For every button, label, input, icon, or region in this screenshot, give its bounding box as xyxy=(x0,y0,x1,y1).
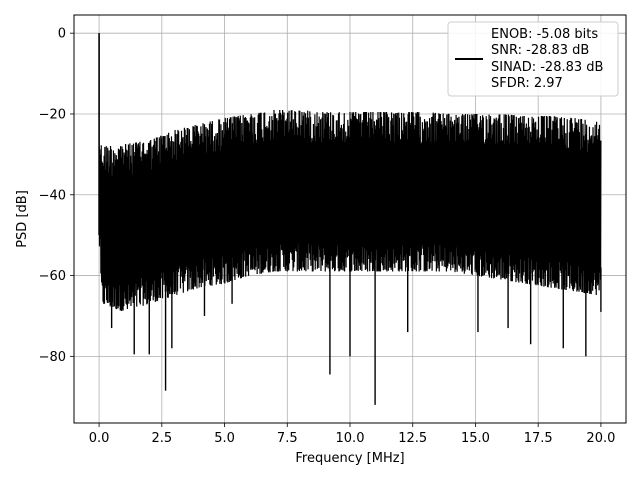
y-tick-label: −40 xyxy=(39,188,66,203)
x-tick-label: 2.5 xyxy=(151,431,172,446)
x-tick-label: 17.5 xyxy=(524,431,553,446)
legend-entry-enob: ENOB: -5.08 bits xyxy=(491,27,598,42)
axis-ticks: 0.0 2.5 5.0 7.5 10.0 12.5 15.0 17.5 20.0 0 −20 −40 −… xyxy=(39,27,616,446)
x-axis-title: Frequency [MHz] xyxy=(295,451,404,466)
x-tick-label: 5.0 xyxy=(214,431,235,446)
x-tick-label: 7.5 xyxy=(277,431,298,446)
legend-entry-sfdr: SFDR: 2.97 xyxy=(491,76,563,91)
legend-box xyxy=(447,21,619,97)
x-tick-label: 20.0 xyxy=(586,431,615,446)
psd-noise-trace xyxy=(98,110,602,312)
y-tick-label: 0 xyxy=(58,27,66,42)
x-tick-label: 10.0 xyxy=(336,431,365,446)
x-tick-label: 12.5 xyxy=(398,431,427,446)
psd-series xyxy=(98,33,602,405)
legend: ENOB: -5.08 bits SNR: -28.83 dB SINAD: -… xyxy=(447,21,619,97)
x-tick-label: 0.0 xyxy=(89,431,110,446)
y-axis-title: PSD [dB] xyxy=(15,190,30,248)
y-tick-label: −80 xyxy=(39,350,66,365)
legend-entry-sinad: SINAD: -28.83 dB xyxy=(491,60,603,75)
y-tick-label: −60 xyxy=(39,269,66,284)
y-tick-label: −20 xyxy=(39,107,66,122)
legend-entry-snr: SNR: -28.83 dB xyxy=(491,43,589,58)
x-tick-label: 15.0 xyxy=(461,431,490,446)
